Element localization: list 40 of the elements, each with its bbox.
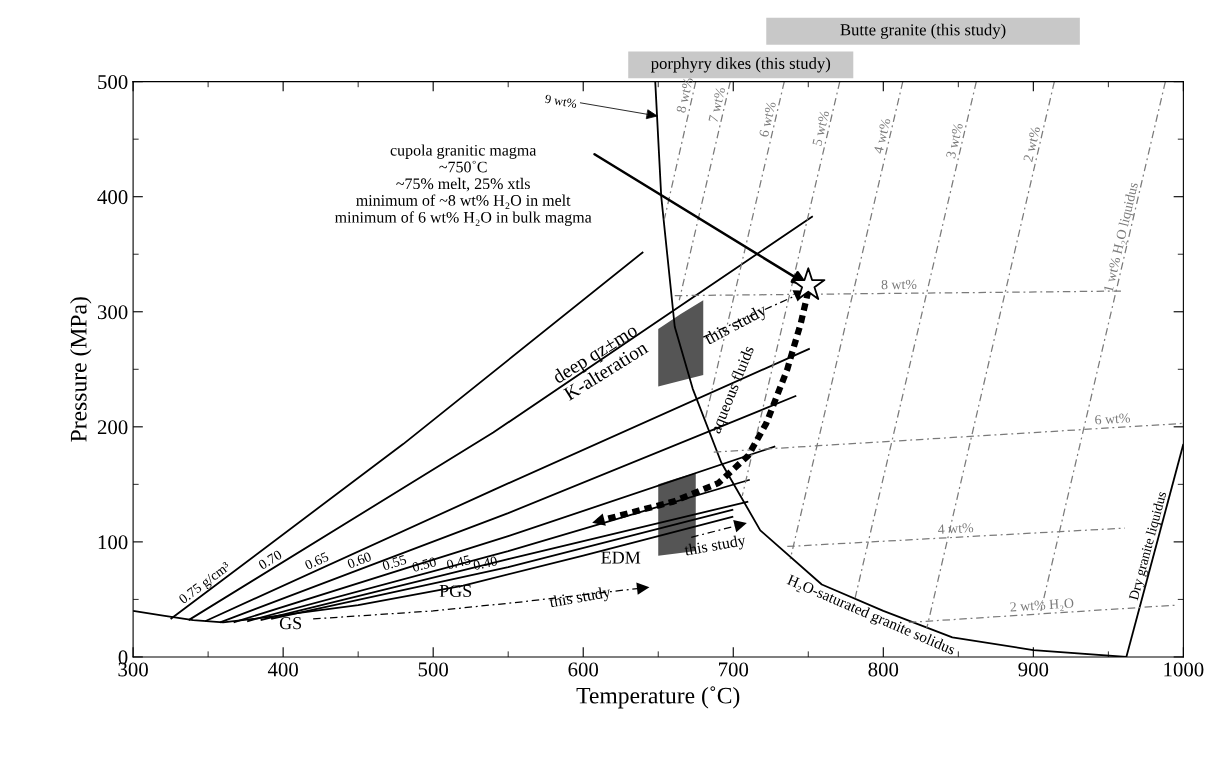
y-tick-label: 400	[97, 190, 128, 205]
y-tick-label: 500	[98, 75, 128, 90]
x-tick-label: 800	[868, 662, 899, 677]
annotation: 9 wt%	[544, 94, 578, 109]
x-tick-label: 500	[418, 662, 449, 677]
annotation: GS	[279, 617, 302, 630]
y-tick-label: 300	[97, 305, 128, 320]
series-label: 4 wt%	[937, 522, 974, 535]
text: 0.55	[381, 554, 407, 571]
x-tick-label: 400	[267, 662, 298, 677]
annotation: this study	[548, 585, 612, 611]
annotation: this study	[683, 533, 747, 559]
y-tick-label: porphyry dikes (this study)	[650, 57, 831, 73]
x-axis-title: Temperature (˚C)	[576, 686, 740, 709]
text: 7 wt%	[708, 86, 726, 123]
y-tick-label: 200	[97, 420, 128, 435]
series-label: 8 wt%	[881, 279, 917, 290]
y-axis-title: Pressure (MPa)	[70, 297, 92, 442]
series-label: 2 wt% H₂O	[1010, 598, 1074, 615]
text: 4 wt%	[873, 117, 891, 155]
text: 5 wt%	[812, 110, 830, 146]
annotation: aqueous fluids	[709, 344, 758, 436]
annotation: EDM	[601, 551, 641, 564]
text: 0.70	[257, 549, 283, 570]
series-label: 6 wt%	[1094, 413, 1131, 425]
text: 8 wt%	[676, 77, 694, 114]
text: 6 wt%	[758, 101, 777, 138]
annotation: cupola granitic magma ~750˚C ~75% melt, 25% xtls minimum of ~8 wt% H₂O in melt minimum of 6 wt% H₂O in bulk magma	[334, 144, 592, 226]
text: 2 wt%	[1023, 126, 1041, 163]
legend-label: Dry granite liquidus	[1128, 490, 1170, 602]
y-tick-label: Butte granite (this study)	[840, 23, 1006, 39]
text: 1 wt% H₂O liquidus	[1103, 181, 1141, 293]
text: 0.65	[304, 551, 330, 570]
x-tick-label: 900	[1018, 662, 1049, 677]
x-tick-label: 1000	[1164, 662, 1204, 677]
x-tick-label: 600	[568, 662, 599, 677]
x-tick-label: 700	[719, 662, 749, 677]
text: 0.60	[346, 551, 372, 569]
y-tick-label: 100	[98, 535, 128, 550]
text: 3 wt%	[945, 122, 964, 159]
